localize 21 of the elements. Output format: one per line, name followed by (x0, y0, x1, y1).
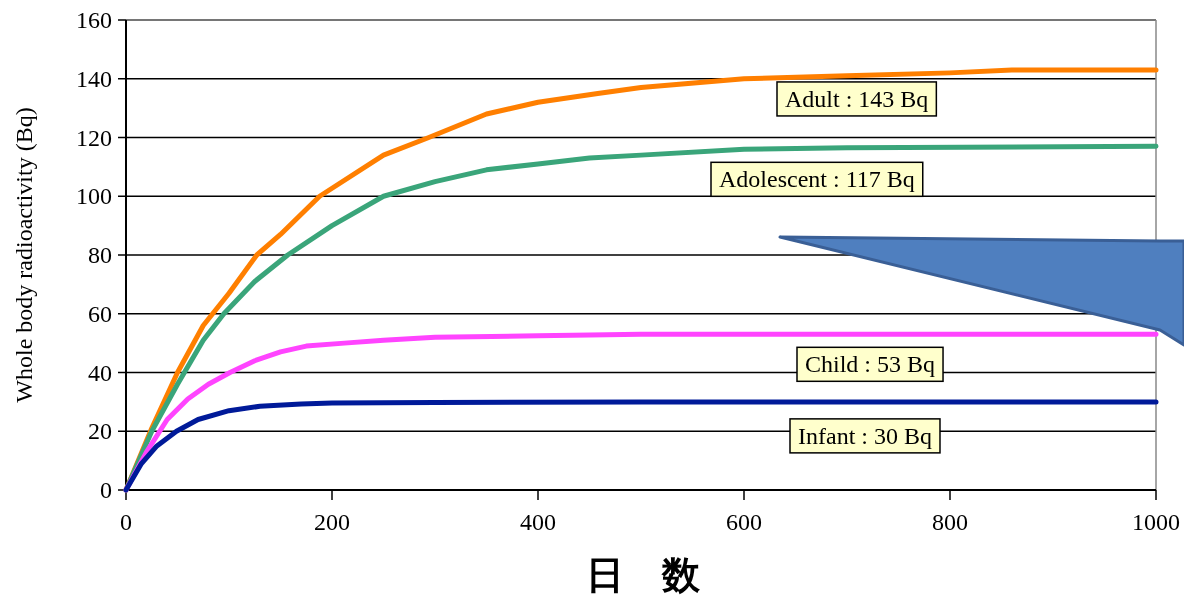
x-tick-label: 400 (520, 509, 556, 535)
x-tick-label: 0 (120, 509, 132, 535)
y-tick-label: 140 (76, 65, 112, 92)
y-tick-label: 40 (88, 359, 112, 386)
y-tick-label: 0 (100, 477, 112, 503)
y-tick-label: 120 (76, 124, 112, 151)
x-axis-title: 日 数 (586, 554, 701, 596)
annotation: Infant : 30 Bq (798, 422, 932, 449)
x-tick-label: 200 (314, 509, 350, 535)
annotation: Adolescent : 117 Bq (719, 166, 915, 193)
annotation: Adult : 143 Bq (785, 85, 929, 112)
x-tick-label: 1000 (1132, 509, 1180, 535)
y-tick-label: 60 (88, 300, 112, 327)
y-tick-label: 100 (76, 183, 112, 210)
y-axis-title: Whole body radioactivity (Bq) (11, 107, 37, 403)
x-tick-label: 800 (932, 509, 968, 535)
y-tick-label: 20 (88, 418, 112, 445)
y-tick-label: 160 (76, 7, 112, 33)
x-tick-label: 600 (726, 509, 762, 535)
y-tick-label: 80 (88, 242, 112, 268)
annotation: Child : 53 Bq (805, 351, 936, 378)
